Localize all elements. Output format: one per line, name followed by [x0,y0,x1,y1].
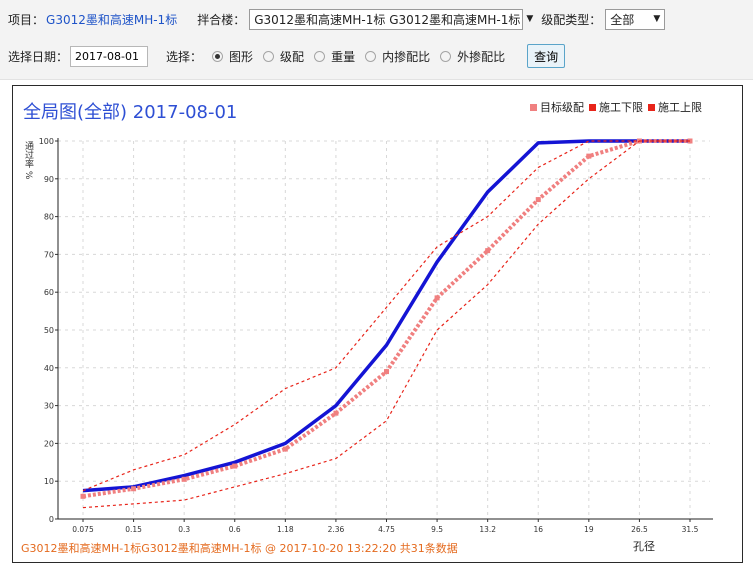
y-tick-label: 0 [49,515,54,524]
series-point-1 [384,369,389,375]
radio-label: 内掺配比 [382,49,431,64]
series-point-1 [535,197,541,203]
radio-label: 级配 [280,49,305,64]
x-tick-label: 0.6 [229,525,241,534]
series-line-3 [82,140,690,492]
legend-label: 施工上限 [658,101,702,114]
radio-option-3[interactable]: 内掺配比 [365,48,430,65]
x-tick-label: 16 [533,525,543,534]
legend-item-2: 施工上限 [648,99,702,115]
y-tick-label: 50 [44,326,54,335]
chart-panel: 0 10 20 30 40 50 60 70 80 90 100 0.075 0.15 0.3 0.6 1.1… [12,85,743,563]
mixer-select-value: G3012墨和高速MH-1标 G3012墨和高速MH-1标 [254,12,521,27]
series-point-1 [80,493,86,499]
series-point-1 [181,476,187,482]
date-input[interactable] [70,45,149,67]
x-tick-label: 0.15 [125,525,142,534]
x-tick-label: 2.36 [328,525,345,534]
project-value: G3012墨和高速MH-1标 [46,12,178,27]
legend-swatch [530,103,537,111]
y-tick-label: 60 [44,288,54,297]
chart-legend: 目标级配 施工下限 施工上限 [525,99,702,115]
project-label: 项目： [8,12,45,27]
select-label: 选择： [166,49,203,64]
legend-item-0: 目标级配 [530,99,584,115]
x-tick-label: 13.2 [479,525,496,534]
legend-label: 施工下限 [599,101,643,114]
y-tick-label: 30 [44,402,54,411]
x-tick-label: 31.5 [682,525,699,534]
filter-row-2: 选择日期： 选择： 图形 级配 重量 内掺配比 外掺配比 查询 [8,44,566,68]
dropdown-arrow-icon: ▼ [526,14,534,24]
series-point-1 [333,410,339,416]
radio-button-icon[interactable] [263,50,275,62]
y-tick-label: 40 [44,364,54,373]
series-line-0 [82,139,690,493]
filter-row-1: 项目： G3012墨和高速MH-1标 拌合楼： G3012墨和高速MH-1标 G… [8,7,666,31]
radio-label: 重量 [331,49,356,64]
y-tick-label: 90 [44,175,54,184]
y-axis-title: 通过率 % [23,141,33,180]
y-tick-label: 100 [39,137,54,146]
query-button[interactable]: 查询 [527,44,566,68]
toolbar: 项目： G3012墨和高速MH-1标 拌合楼： G3012墨和高速MH-1标 G… [0,0,753,80]
y-tick-label: 10 [44,477,54,486]
legend-label: 目标级配 [540,101,584,114]
view-radio-group: 图形 级配 重量 内掺配比 外掺配比 [202,48,505,65]
dropdown-arrow-icon: ▼ [653,14,661,24]
series-point-1 [131,486,137,492]
series-point-1 [586,153,592,159]
grade-type-value: 全部 [610,12,635,27]
grade-type-label: 级配类型： [541,12,602,27]
radio-option-2[interactable]: 重量 [314,48,355,65]
series-point-1 [434,295,440,301]
radio-label: 图形 [229,49,254,64]
radio-button-icon[interactable] [314,50,326,62]
x-tick-label: 0.3 [178,525,190,534]
chart-title: 全局图(全部) 2017-08-01 [23,102,238,123]
mixer-label: 拌合楼： [197,12,246,27]
y-tick-label: 20 [44,439,54,448]
y-tick-label: 70 [44,250,54,259]
series-point-1 [232,463,238,469]
radio-button-icon[interactable] [440,50,452,62]
x-tick-label: 9.5 [431,525,443,534]
x-axis-title: 孔径 [633,540,655,553]
x-tick-label: 26.5 [631,525,648,534]
series-point-1 [282,446,288,452]
radio-option-0[interactable]: 图形 [212,48,253,65]
grade-type-select[interactable]: 全部 ▼ [605,8,666,30]
radio-button-icon[interactable] [365,50,377,62]
radio-button-icon[interactable] [212,50,224,62]
legend-swatch [648,103,655,111]
mixer-select[interactable]: G3012墨和高速MH-1标 G3012墨和高速MH-1标 ▼ [249,8,533,30]
x-tick-label: 0.075 [72,525,94,534]
gradation-chart: 0 10 20 30 40 50 60 70 80 90 100 0.075 0.15 0.3 0.6 1.1… [39,137,713,553]
legend-item-1: 施工下限 [589,99,643,115]
radio-option-1[interactable]: 级配 [263,48,304,65]
y-tick-label: 80 [44,213,54,222]
chart-footer: G3012墨和高速MH-1标G3012墨和高速MH-1标 @ 2017-10-2… [21,542,458,555]
radio-option-4[interactable]: 外掺配比 [440,48,505,65]
x-tick-label: 4.75 [378,525,395,534]
x-tick-label: 1.18 [277,525,294,534]
x-tick-label: 19 [584,525,594,534]
series-point-1 [485,248,491,254]
date-label: 选择日期： [8,49,69,64]
legend-swatch [589,103,596,111]
radio-label: 外掺配比 [457,49,506,64]
